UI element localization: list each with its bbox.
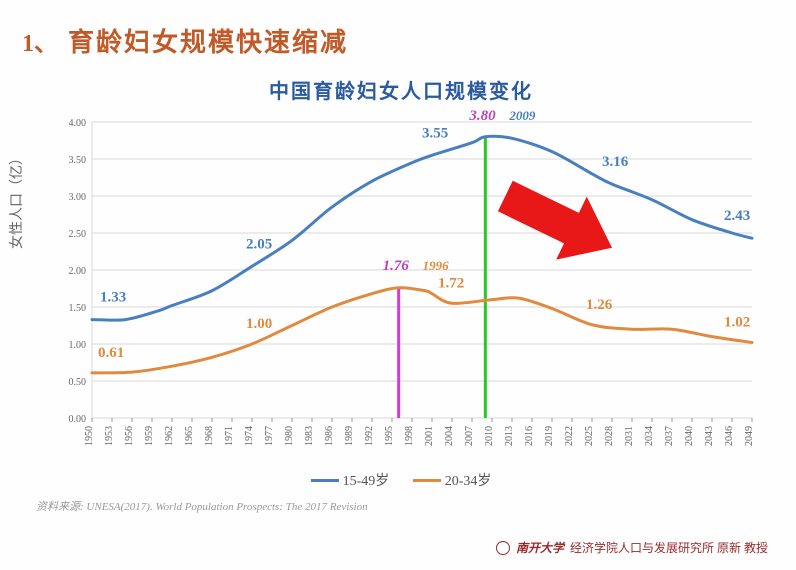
- university-logo-icon: [496, 541, 510, 555]
- svg-text:2022: 2022: [564, 426, 575, 446]
- legend-label-1: 15-49岁: [343, 470, 390, 490]
- svg-text:1992: 1992: [364, 426, 375, 446]
- svg-text:1980: 1980: [284, 426, 295, 446]
- svg-text:1.02: 1.02: [724, 315, 750, 331]
- svg-text:2001: 2001: [424, 426, 435, 446]
- svg-text:1.76: 1.76: [383, 258, 410, 274]
- svg-text:1983: 1983: [304, 426, 315, 446]
- svg-text:1996: 1996: [423, 258, 450, 273]
- svg-text:2034: 2034: [644, 426, 655, 446]
- footer-university: 南开大学: [516, 539, 564, 556]
- svg-text:2.05: 2.05: [246, 236, 272, 252]
- svg-text:2016: 2016: [524, 426, 535, 446]
- svg-text:3.16: 3.16: [602, 154, 629, 170]
- svg-text:2.00: 2.00: [69, 266, 87, 277]
- chart-svg: 0.00 0.50 1.00 1.50 2.00 2.50 3.00 3.50 4.00 1950…: [36, 108, 766, 468]
- svg-text:0.61: 0.61: [98, 345, 124, 361]
- svg-text:3.50: 3.50: [69, 155, 87, 166]
- svg-text:4.00: 4.00: [69, 118, 87, 129]
- svg-text:1995: 1995: [384, 426, 395, 446]
- svg-text:0.00: 0.00: [69, 414, 87, 425]
- svg-text:1.00: 1.00: [246, 316, 272, 332]
- svg-text:2.43: 2.43: [724, 208, 750, 224]
- footer-department: 经济学院人口与发展研究所 原新 教授: [570, 539, 768, 556]
- legend-line-icon: [311, 479, 339, 482]
- chart-legend: 15-49岁 20-34岁: [36, 470, 766, 490]
- svg-text:3.80: 3.80: [468, 108, 496, 124]
- svg-text:2031: 2031: [624, 426, 635, 446]
- svg-text:2046: 2046: [724, 426, 735, 446]
- svg-text:1968: 1968: [204, 426, 215, 446]
- svg-text:1.50: 1.50: [69, 303, 87, 314]
- svg-text:2049: 2049: [744, 426, 755, 446]
- svg-text:1962: 1962: [164, 426, 175, 446]
- svg-text:1.00: 1.00: [69, 340, 87, 351]
- title-number: 1、: [22, 23, 58, 58]
- svg-text:1986: 1986: [324, 426, 335, 446]
- svg-text:1977: 1977: [264, 426, 275, 446]
- svg-text:2009: 2009: [508, 108, 536, 123]
- svg-text:1959: 1959: [144, 426, 155, 446]
- svg-text:1950: 1950: [84, 426, 95, 446]
- svg-text:2013: 2013: [504, 426, 515, 446]
- y-axis-label: 女性人口（亿）: [6, 151, 26, 249]
- svg-text:3.55: 3.55: [422, 125, 448, 141]
- svg-text:2043: 2043: [704, 426, 715, 446]
- chart-container: 中国育龄妇女人口规模变化 女性人口（亿） 0.000.501.001.502.0…: [36, 75, 766, 515]
- chart-plot: 女性人口（亿） 0.000.501.001.502.002.503.003.50…: [36, 108, 766, 468]
- svg-text:1.33: 1.33: [100, 290, 126, 306]
- svg-text:2025: 2025: [584, 426, 595, 446]
- svg-text:2010: 2010: [484, 426, 495, 446]
- legend-line-icon: [413, 479, 441, 482]
- svg-text:1998: 1998: [404, 426, 415, 446]
- svg-text:1.26: 1.26: [586, 297, 613, 313]
- svg-text:1953: 1953: [104, 426, 115, 446]
- svg-text:1.72: 1.72: [438, 276, 464, 292]
- svg-text:1956: 1956: [124, 426, 135, 446]
- svg-text:2007: 2007: [464, 426, 475, 446]
- svg-text:2019: 2019: [544, 426, 555, 446]
- footer: 南开大学 经济学院人口与发展研究所 原新 教授: [496, 539, 768, 556]
- legend-item-2: 20-34岁: [413, 470, 492, 490]
- title-text: 育龄妇女规模快速缩减: [68, 22, 348, 59]
- svg-text:1989: 1989: [344, 426, 355, 446]
- chart-source: 资料来源: UNESA(2017). World Population Pros…: [36, 498, 766, 514]
- svg-text:1971: 1971: [224, 426, 235, 446]
- svg-text:2037: 2037: [664, 426, 675, 446]
- svg-text:2004: 2004: [444, 426, 455, 446]
- slide-title: 1、 育龄妇女规模快速缩减: [22, 22, 348, 59]
- svg-text:3.00: 3.00: [69, 192, 87, 203]
- legend-label-2: 20-34岁: [445, 470, 492, 490]
- svg-text:2028: 2028: [604, 426, 615, 446]
- svg-text:1965: 1965: [184, 426, 195, 446]
- legend-item-1: 15-49岁: [311, 470, 390, 490]
- svg-text:2.50: 2.50: [69, 229, 87, 240]
- svg-text:2040: 2040: [684, 426, 695, 446]
- svg-text:0.50: 0.50: [69, 377, 87, 388]
- svg-text:1974: 1974: [244, 426, 255, 446]
- chart-title: 中国育龄妇女人口规模变化: [36, 75, 766, 104]
